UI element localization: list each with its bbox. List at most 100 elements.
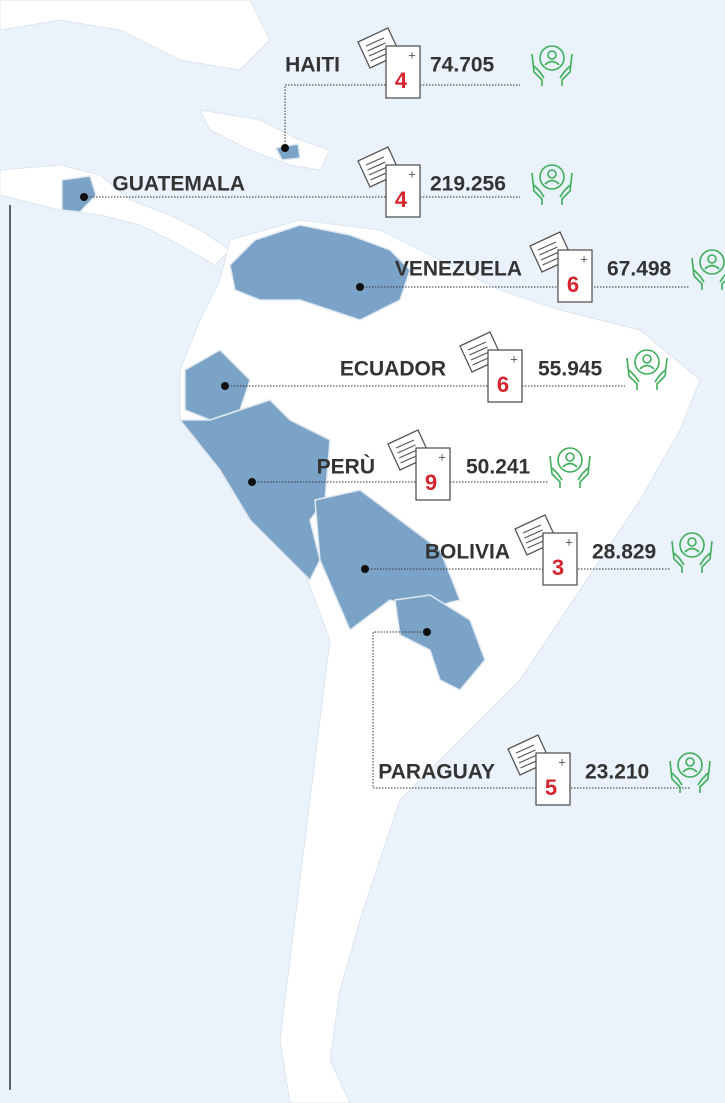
country-callout: HAITI +4 74.705 (281, 27, 573, 152)
icon-hand-left (549, 455, 563, 488)
country-name: GUATEMALA (112, 173, 245, 196)
beneficiaries-icon (549, 447, 591, 488)
location-dot (248, 478, 256, 486)
beneficiaries: 28.829 (592, 541, 656, 564)
projects-icon: +6 (459, 331, 523, 403)
icon-ring (677, 752, 703, 778)
projects-count: 6 (497, 372, 509, 397)
beneficiaries-icon (531, 164, 573, 205)
plus: + (408, 47, 416, 62)
doc-line (368, 47, 388, 57)
icon-body (544, 60, 560, 66)
beneficiaries: 50.241 (466, 456, 531, 479)
doc-line (539, 246, 558, 256)
location-dot (356, 283, 364, 291)
icon-hand-right (559, 53, 573, 86)
leader-line (284, 84, 520, 148)
doc-front (535, 752, 571, 806)
icon-hand-left (691, 257, 705, 290)
plus: + (558, 754, 566, 769)
doc-line (515, 744, 535, 754)
plus: + (580, 251, 588, 266)
icon-head (642, 354, 652, 364)
projects-count: 5 (545, 775, 557, 800)
country-name: ECUADOR (340, 358, 446, 381)
doc-line (524, 529, 543, 539)
projects-count: 4 (395, 68, 408, 93)
location-dot (361, 565, 369, 573)
beneficiaries-icon (626, 349, 668, 390)
beneficiaries-icon (671, 532, 713, 573)
icon-body (639, 364, 655, 370)
doc-line (397, 444, 416, 454)
icon-body (684, 547, 700, 553)
doc-line (368, 166, 388, 176)
icon-hand-left (626, 357, 640, 390)
doc-line (525, 534, 545, 544)
doc-line (522, 524, 542, 534)
projects-icon: +5 (507, 734, 571, 806)
projects-count: 9 (425, 470, 437, 495)
beneficiaries: 74.705 (430, 54, 495, 77)
doc-line (518, 754, 538, 764)
icon-hand-right (719, 273, 725, 290)
icon-body (682, 767, 698, 773)
doc-line (517, 749, 536, 759)
beneficiaries: 219.256 (430, 173, 506, 196)
location-dot (281, 144, 289, 152)
icon-ring (679, 532, 705, 558)
icon-ring (557, 447, 583, 473)
beneficiaries-icon (669, 752, 711, 793)
icon-head (685, 757, 695, 767)
beneficiaries: 23.210 (585, 761, 649, 784)
icon-ring (539, 45, 565, 71)
plus: + (438, 449, 446, 464)
country-callout: BOLIVIA +328.829 (361, 514, 713, 586)
doc-front (385, 164, 421, 218)
doc-front (385, 45, 421, 99)
location-dot (80, 193, 88, 201)
icon-hand-right (559, 172, 573, 205)
country-name: PERÙ (317, 455, 375, 479)
doc-line (537, 241, 557, 251)
icon-hand-right (654, 357, 668, 390)
projects-icon: +4 (357, 27, 421, 99)
icon-hand-right (697, 760, 711, 793)
doc-front (487, 349, 523, 403)
plus: + (565, 534, 573, 549)
icon-body (562, 462, 578, 468)
icon-head (565, 452, 575, 462)
country-name: PARAGUAY (378, 761, 495, 784)
beneficiaries-icon (691, 249, 725, 290)
country-callout: ECUADOR +6 55.945 (221, 331, 668, 403)
icon-hand-right (577, 455, 591, 488)
doc-line (365, 37, 385, 47)
icon-ring (539, 164, 565, 190)
icon-head (547, 50, 557, 60)
labels: HAITI +4 74.705 GUATEMALA +4 219.256 VENEZUELA… (80, 27, 725, 806)
projects-count: 6 (567, 272, 579, 297)
location-dot (221, 382, 229, 390)
doc-line (398, 449, 418, 459)
icon-head (687, 537, 697, 547)
icon-hand-left (531, 53, 545, 86)
icon-hand-left (531, 172, 545, 205)
icon-hand-right (699, 540, 713, 573)
country-callout: PERÙ +9 50.241 (248, 429, 591, 501)
country-callout: GUATEMALA +4 219.256 (80, 146, 573, 218)
doc-front (542, 532, 578, 586)
doc-front (415, 447, 451, 501)
projects-count: 4 (395, 187, 408, 212)
icon-ring (634, 349, 660, 375)
doc-line (365, 156, 385, 166)
leader-line (372, 631, 690, 789)
doc-front (557, 249, 593, 303)
beneficiaries: 67.498 (607, 258, 672, 281)
doc-line (469, 346, 488, 356)
doc-line (540, 251, 560, 261)
country-name: BOLIVIA (425, 541, 510, 564)
country-name: VENEZUELA (395, 258, 522, 281)
plus: + (510, 351, 518, 366)
plus: + (408, 166, 416, 181)
